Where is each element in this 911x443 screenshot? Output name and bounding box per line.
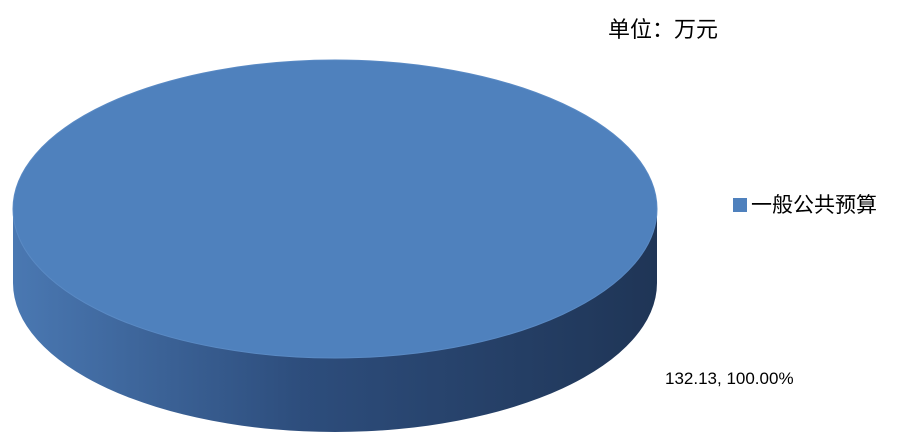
legend-swatch <box>733 198 747 212</box>
pie-slice-side-0 <box>13 209 657 432</box>
data-label: 132.13, 100.00% <box>665 369 794 388</box>
unit-label: 单位：万元 <box>608 18 719 43</box>
legend: 一般公共预算 <box>733 191 877 219</box>
pie-slice-rim-0 <box>12 59 658 359</box>
legend-label: 一般公共预算 <box>751 193 877 217</box>
pie-slice-0 <box>13 60 657 358</box>
